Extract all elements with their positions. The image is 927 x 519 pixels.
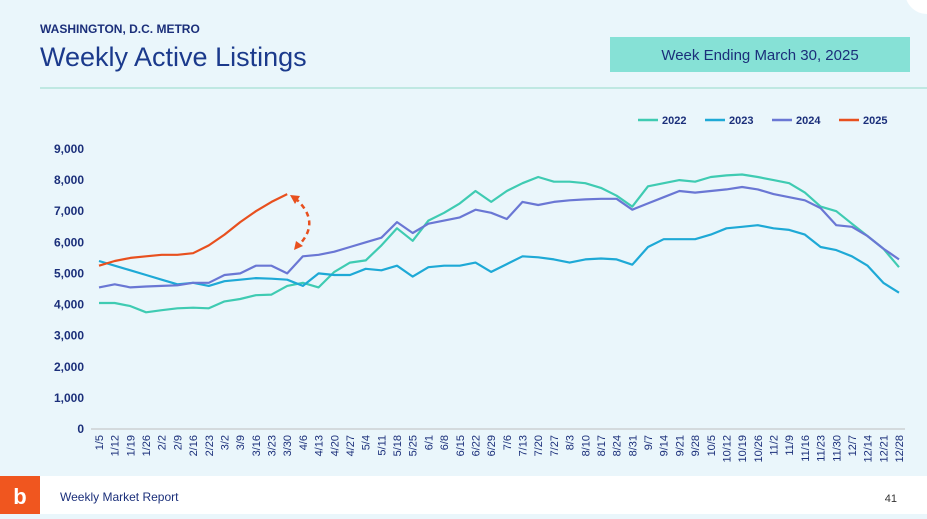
series-line xyxy=(98,224,900,294)
x-tick-label: 5/25 xyxy=(408,435,420,456)
y-tick-label: 1,000 xyxy=(54,391,84,405)
x-tick-label: 6/22 xyxy=(470,435,482,456)
series-line xyxy=(99,173,900,314)
x-tick-label: 12/21 xyxy=(878,435,890,463)
week-badge xyxy=(610,37,910,72)
x-tick-label: 8/24 xyxy=(612,435,624,456)
legend-label: 2025 xyxy=(863,115,887,127)
x-tick-label: 11/23 xyxy=(816,435,828,462)
legend-label: 2022 xyxy=(662,115,686,127)
slide-title: Weekly Active Listings xyxy=(40,42,307,72)
x-tick-label: 1/26 xyxy=(141,435,153,456)
page-number: 41 xyxy=(885,493,897,505)
annotation-arrow xyxy=(290,195,311,250)
x-tick-label: 5/4 xyxy=(361,435,373,450)
x-tick-label: 4/27 xyxy=(345,435,357,456)
logo-box xyxy=(0,476,40,514)
x-tick-label: 3/9 xyxy=(235,435,247,450)
x-tick-label: 3/16 xyxy=(251,435,263,456)
x-tick-label: 3/2 xyxy=(219,435,231,450)
x-tick-label: 11/30 xyxy=(831,435,843,462)
x-tick-label: 6/15 xyxy=(455,435,467,456)
x-tick-label: 9/14 xyxy=(659,435,671,456)
x-tick-label: 9/21 xyxy=(674,435,686,456)
x-tick-label: 4/20 xyxy=(329,435,341,456)
x-tick-label: 2/16 xyxy=(188,435,200,456)
region-label: WASHINGTON, D.C. METRO xyxy=(40,22,200,36)
x-tick-label: 1/5 xyxy=(94,435,106,450)
series-line xyxy=(98,193,288,267)
y-tick-label: 6,000 xyxy=(54,235,84,249)
plot: 0 1,000 2,000 3,000 4,000 5,000 6,000 7,000 8,00… xyxy=(54,115,906,463)
x-tick-label: 6/29 xyxy=(486,435,498,456)
x-tick-label: 9/7 xyxy=(643,435,655,450)
x-tick-label: 2/23 xyxy=(204,435,216,456)
x-tick-label: 10/19 xyxy=(737,435,749,463)
x-tick-label: 10/26 xyxy=(753,435,765,463)
x-tick-label: 12/28 xyxy=(894,435,906,463)
x-tick-label: 8/17 xyxy=(596,435,608,456)
x-tick-label: 8/3 xyxy=(565,435,577,450)
x-tick-label: 2/9 xyxy=(172,435,184,450)
x-tick-label: 12/14 xyxy=(863,435,875,463)
y-tick-label: 5,000 xyxy=(54,266,84,280)
x-tick-label: 5/11 xyxy=(376,435,388,456)
x-tick-label: 1/19 xyxy=(125,435,137,456)
x-tick-label: 7/27 xyxy=(549,435,561,456)
y-tick-label: 0 xyxy=(77,422,84,436)
arrow-head xyxy=(290,195,300,204)
week-badge-text: Week Ending March 30, 2025 xyxy=(661,47,858,64)
x-tick-label: 5/18 xyxy=(392,435,404,456)
x-tick-label: 8/10 xyxy=(580,435,592,456)
corner-decoration xyxy=(906,0,927,14)
x-tick-label: 4/6 xyxy=(298,435,310,450)
x-tick-label: 11/16 xyxy=(800,435,812,462)
arrow-head xyxy=(294,241,303,250)
x-tick-label: 10/5 xyxy=(706,435,718,456)
x-tick-label: 1/12 xyxy=(110,435,122,456)
legend-label: 2023 xyxy=(729,115,753,127)
x-tick-label: 8/31 xyxy=(627,435,639,456)
x-tick-label: 10/12 xyxy=(721,435,733,463)
y-tick-label: 4,000 xyxy=(54,298,84,312)
x-tick-label: 9/28 xyxy=(690,435,702,456)
footer-bar xyxy=(0,476,927,514)
x-tick-label: 12/7 xyxy=(847,435,859,456)
y-tick-label: 2,000 xyxy=(54,360,84,374)
dashed-arrow xyxy=(294,197,311,247)
x-tick-label: 6/1 xyxy=(423,435,435,450)
y-tick-label: 8,000 xyxy=(54,173,84,187)
x-tick-label: 6/8 xyxy=(439,435,451,450)
x-tick-label: 7/20 xyxy=(533,435,545,456)
y-tick-label: 3,000 xyxy=(54,329,84,343)
logo-mark: b xyxy=(13,484,26,509)
x-tick-label: 7/6 xyxy=(502,435,514,450)
x-tick-label: 3/23 xyxy=(267,435,279,456)
footer-report: Weekly Market Report xyxy=(60,490,179,504)
x-tick-label: 2/2 xyxy=(157,435,169,450)
x-tick-label: 11/2 xyxy=(769,435,781,456)
legend-label: 2024 xyxy=(796,115,821,127)
series-line xyxy=(98,185,900,289)
x-tick-label: 3/30 xyxy=(282,435,294,456)
y-tick-label: 9,000 xyxy=(54,142,84,156)
y-tick-label: 7,000 xyxy=(54,204,84,218)
x-tick-label: 11/9 xyxy=(784,435,796,456)
x-tick-label: 7/13 xyxy=(518,435,530,456)
x-tick-label: 4/13 xyxy=(314,435,326,456)
